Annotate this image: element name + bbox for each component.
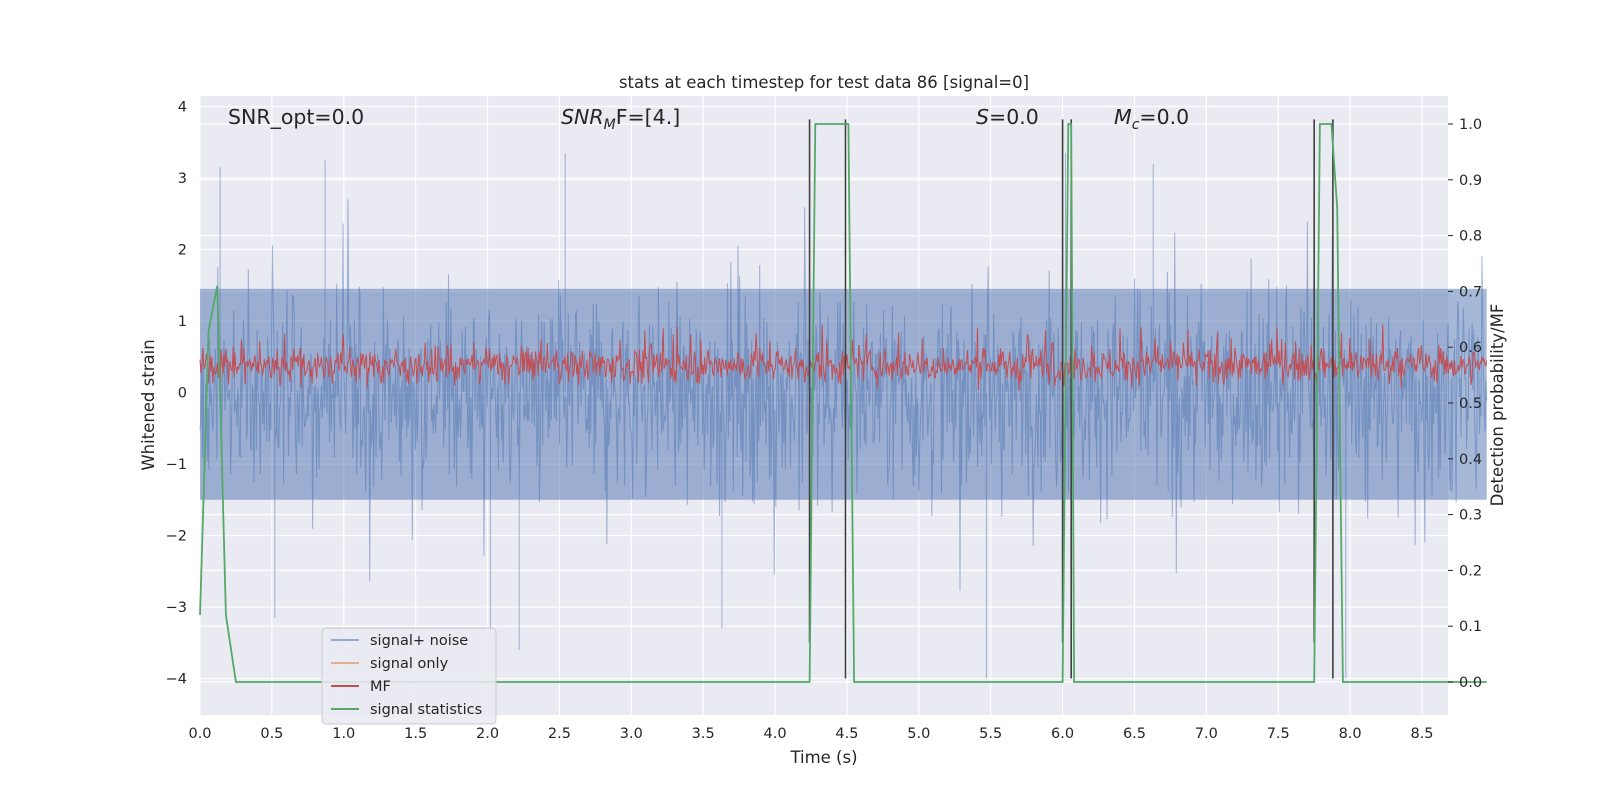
x-tick-label: 0.5 (260, 726, 283, 742)
y-right-tick-labels: 1.0 0.9 0.8 0.7 0.6 0.5 0.4 0.3 0.2 0.1 0.0 (1448, 117, 1482, 691)
y-tick-label: −4 (166, 672, 187, 688)
annotation-s: S=0.0 (976, 105, 1039, 129)
x-tick-label: 4.0 (764, 726, 787, 742)
annotation-s-main: S (976, 105, 989, 129)
annotation-snr-opt: SNR_opt=0.0 (228, 105, 364, 130)
chart-title: stats at each timestep for test data 86 … (619, 73, 1029, 92)
annotation-mc-main: M (1114, 105, 1132, 129)
y-tick-label: 4 (178, 100, 187, 116)
y-tick-labels: 4 3 2 1 0 −1 −2 −3 −4 (166, 100, 187, 688)
x-tick-label: 3.5 (692, 726, 715, 742)
x-tick-label: 2.0 (476, 726, 499, 742)
y-tick-label: 1 (178, 314, 187, 330)
x-tick-label: 8.5 (1410, 726, 1433, 742)
x-tick-label: 1.0 (332, 726, 355, 742)
y-right-tick-label: 0.3 (1459, 508, 1482, 524)
annotation-s-rest: =0.0 (989, 105, 1039, 129)
annotation-mc-sub: c (1132, 117, 1140, 133)
y-tick-label: −3 (166, 600, 187, 616)
y-right-tick-label: 0.1 (1459, 619, 1482, 635)
legend: signal+ noise signal only MF signal stat… (321, 627, 497, 725)
series-mf (199, 324, 1488, 391)
x-tick-label: 3.0 (620, 726, 643, 742)
x-tick-label: 0.0 (188, 726, 211, 742)
series-signal-noise (199, 153, 1488, 679)
y-tick-label: 2 (178, 243, 187, 259)
y-right-tick-label: 0.9 (1459, 173, 1482, 189)
x-tick-labels: 0.0 0.5 1.0 1.5 2.0 2.5 3.0 3.5 4.0 4.5 5.0 5.5 6.0 6… (188, 726, 1433, 742)
y-right-tick-label: 0.6 (1459, 340, 1482, 356)
x-tick-label: 8.0 (1339, 726, 1362, 742)
annotation-snr-mf-rest: F=[4.] (616, 105, 681, 129)
x-tick-label: 5.0 (907, 726, 930, 742)
x-tick-label: 6.0 (1051, 726, 1074, 742)
annotation-snr-mf-main: SNR (561, 105, 604, 129)
legend-box (321, 627, 497, 725)
x-axis-label: Time (s) (789, 748, 857, 767)
y-tick-label: 3 (178, 171, 187, 187)
x-tick-label: 7.0 (1195, 726, 1218, 742)
x-tick-label: 2.5 (548, 726, 571, 742)
y-right-axis-label: Detection probability/MF (1488, 304, 1507, 507)
x-tick-label: 7.5 (1267, 726, 1290, 742)
legend-label-signal-only: signal only (370, 656, 449, 672)
y-tick-label: −1 (166, 457, 187, 473)
legend-entry-signal-statistics: signal statistics (331, 702, 482, 718)
y-right-tick-label: 0.5 (1459, 396, 1482, 412)
signal-noise-line (199, 153, 1488, 679)
y-tick-label: 0 (178, 386, 187, 402)
y-tick-label: −2 (166, 529, 187, 545)
legend-entry-signal-only: signal only (331, 656, 449, 672)
annotation-snr-mf-sub: M (604, 117, 616, 133)
x-tick-label: 5.5 (979, 726, 1002, 742)
legend-label-mf: MF (370, 679, 391, 695)
y-right-tick-label: 0.0 (1459, 675, 1482, 691)
x-tick-label: 1.5 (404, 726, 427, 742)
x-tick-label: 6.5 (1123, 726, 1146, 742)
y-right-tick-label: 1.0 (1459, 117, 1482, 133)
annotation-mc-rest: =0.0 (1139, 105, 1189, 129)
legend-label-signal-noise: signal+ noise (370, 633, 468, 649)
legend-entry-signal-noise: signal+ noise (331, 633, 468, 649)
y-right-tick-label: 0.4 (1459, 452, 1482, 468)
y-axis-label: Whitened strain (139, 339, 158, 470)
mf-line (199, 324, 1488, 391)
annotation-mc: Mc=0.0 (1114, 105, 1189, 133)
y-right-tick-label: 0.8 (1459, 229, 1482, 245)
y-right-tick-label: 0.7 (1459, 284, 1482, 300)
series-signal-statistics (199, 123, 1487, 683)
legend-label-signal-statistics: signal statistics (370, 702, 482, 718)
y-right-tick-label: 0.2 (1459, 563, 1482, 579)
annotation-snr-mf: SNRMF=[4.] (561, 105, 680, 133)
signal-statistics-line (199, 123, 1487, 683)
x-tick-label: 4.5 (835, 726, 858, 742)
legend-entry-mf: MF (331, 679, 391, 695)
